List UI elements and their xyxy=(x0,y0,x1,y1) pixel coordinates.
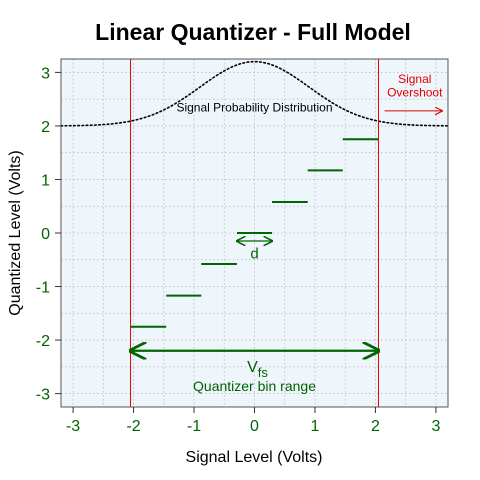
x-tick-label: 0 xyxy=(250,418,259,435)
x-axis-title: Signal Level (Volts) xyxy=(186,449,323,466)
overshoot-label-line2: Overshoot xyxy=(387,85,443,99)
x-tick-label: 2 xyxy=(371,418,380,435)
distribution xyxy=(60,60,449,127)
y-axis-title: Quantized Level (Volts) xyxy=(7,150,24,315)
distribution-curve xyxy=(60,60,449,127)
y-tick-label: 1 xyxy=(41,172,50,189)
y-tick-label: -2 xyxy=(36,333,50,350)
annotations: Signal Probability Distribution SignalOve… xyxy=(131,72,443,394)
y-axis: -3 -2 -1 0 1 2 3 xyxy=(36,65,61,404)
x-tick-label: 1 xyxy=(311,418,320,435)
distribution-label: Signal Probability Distribution xyxy=(176,100,332,114)
x-tick-label: -1 xyxy=(187,418,201,435)
y-tick-label: 0 xyxy=(41,226,50,243)
chart-title: Linear Quantizer - Full Model xyxy=(95,19,411,45)
x-tick-label: -2 xyxy=(126,418,140,435)
overshoot-label-line1: Signal xyxy=(398,72,431,86)
y-tick-label: 3 xyxy=(41,65,50,82)
bin-range-label: Quantizer bin range xyxy=(193,378,316,394)
x-tick-label: 3 xyxy=(431,418,440,435)
quantizer-steps xyxy=(130,138,379,328)
step-width-label: d xyxy=(250,246,258,263)
x-axis: -3 -2 -1 0 1 2 3 xyxy=(66,407,440,435)
y-tick-label: -3 xyxy=(36,387,50,404)
y-tick-label: 2 xyxy=(41,119,50,136)
x-tick-label: -3 xyxy=(66,418,80,435)
grid xyxy=(61,59,448,407)
vfs-label: Vfs xyxy=(247,359,268,380)
y-tick-label: -1 xyxy=(36,280,50,297)
